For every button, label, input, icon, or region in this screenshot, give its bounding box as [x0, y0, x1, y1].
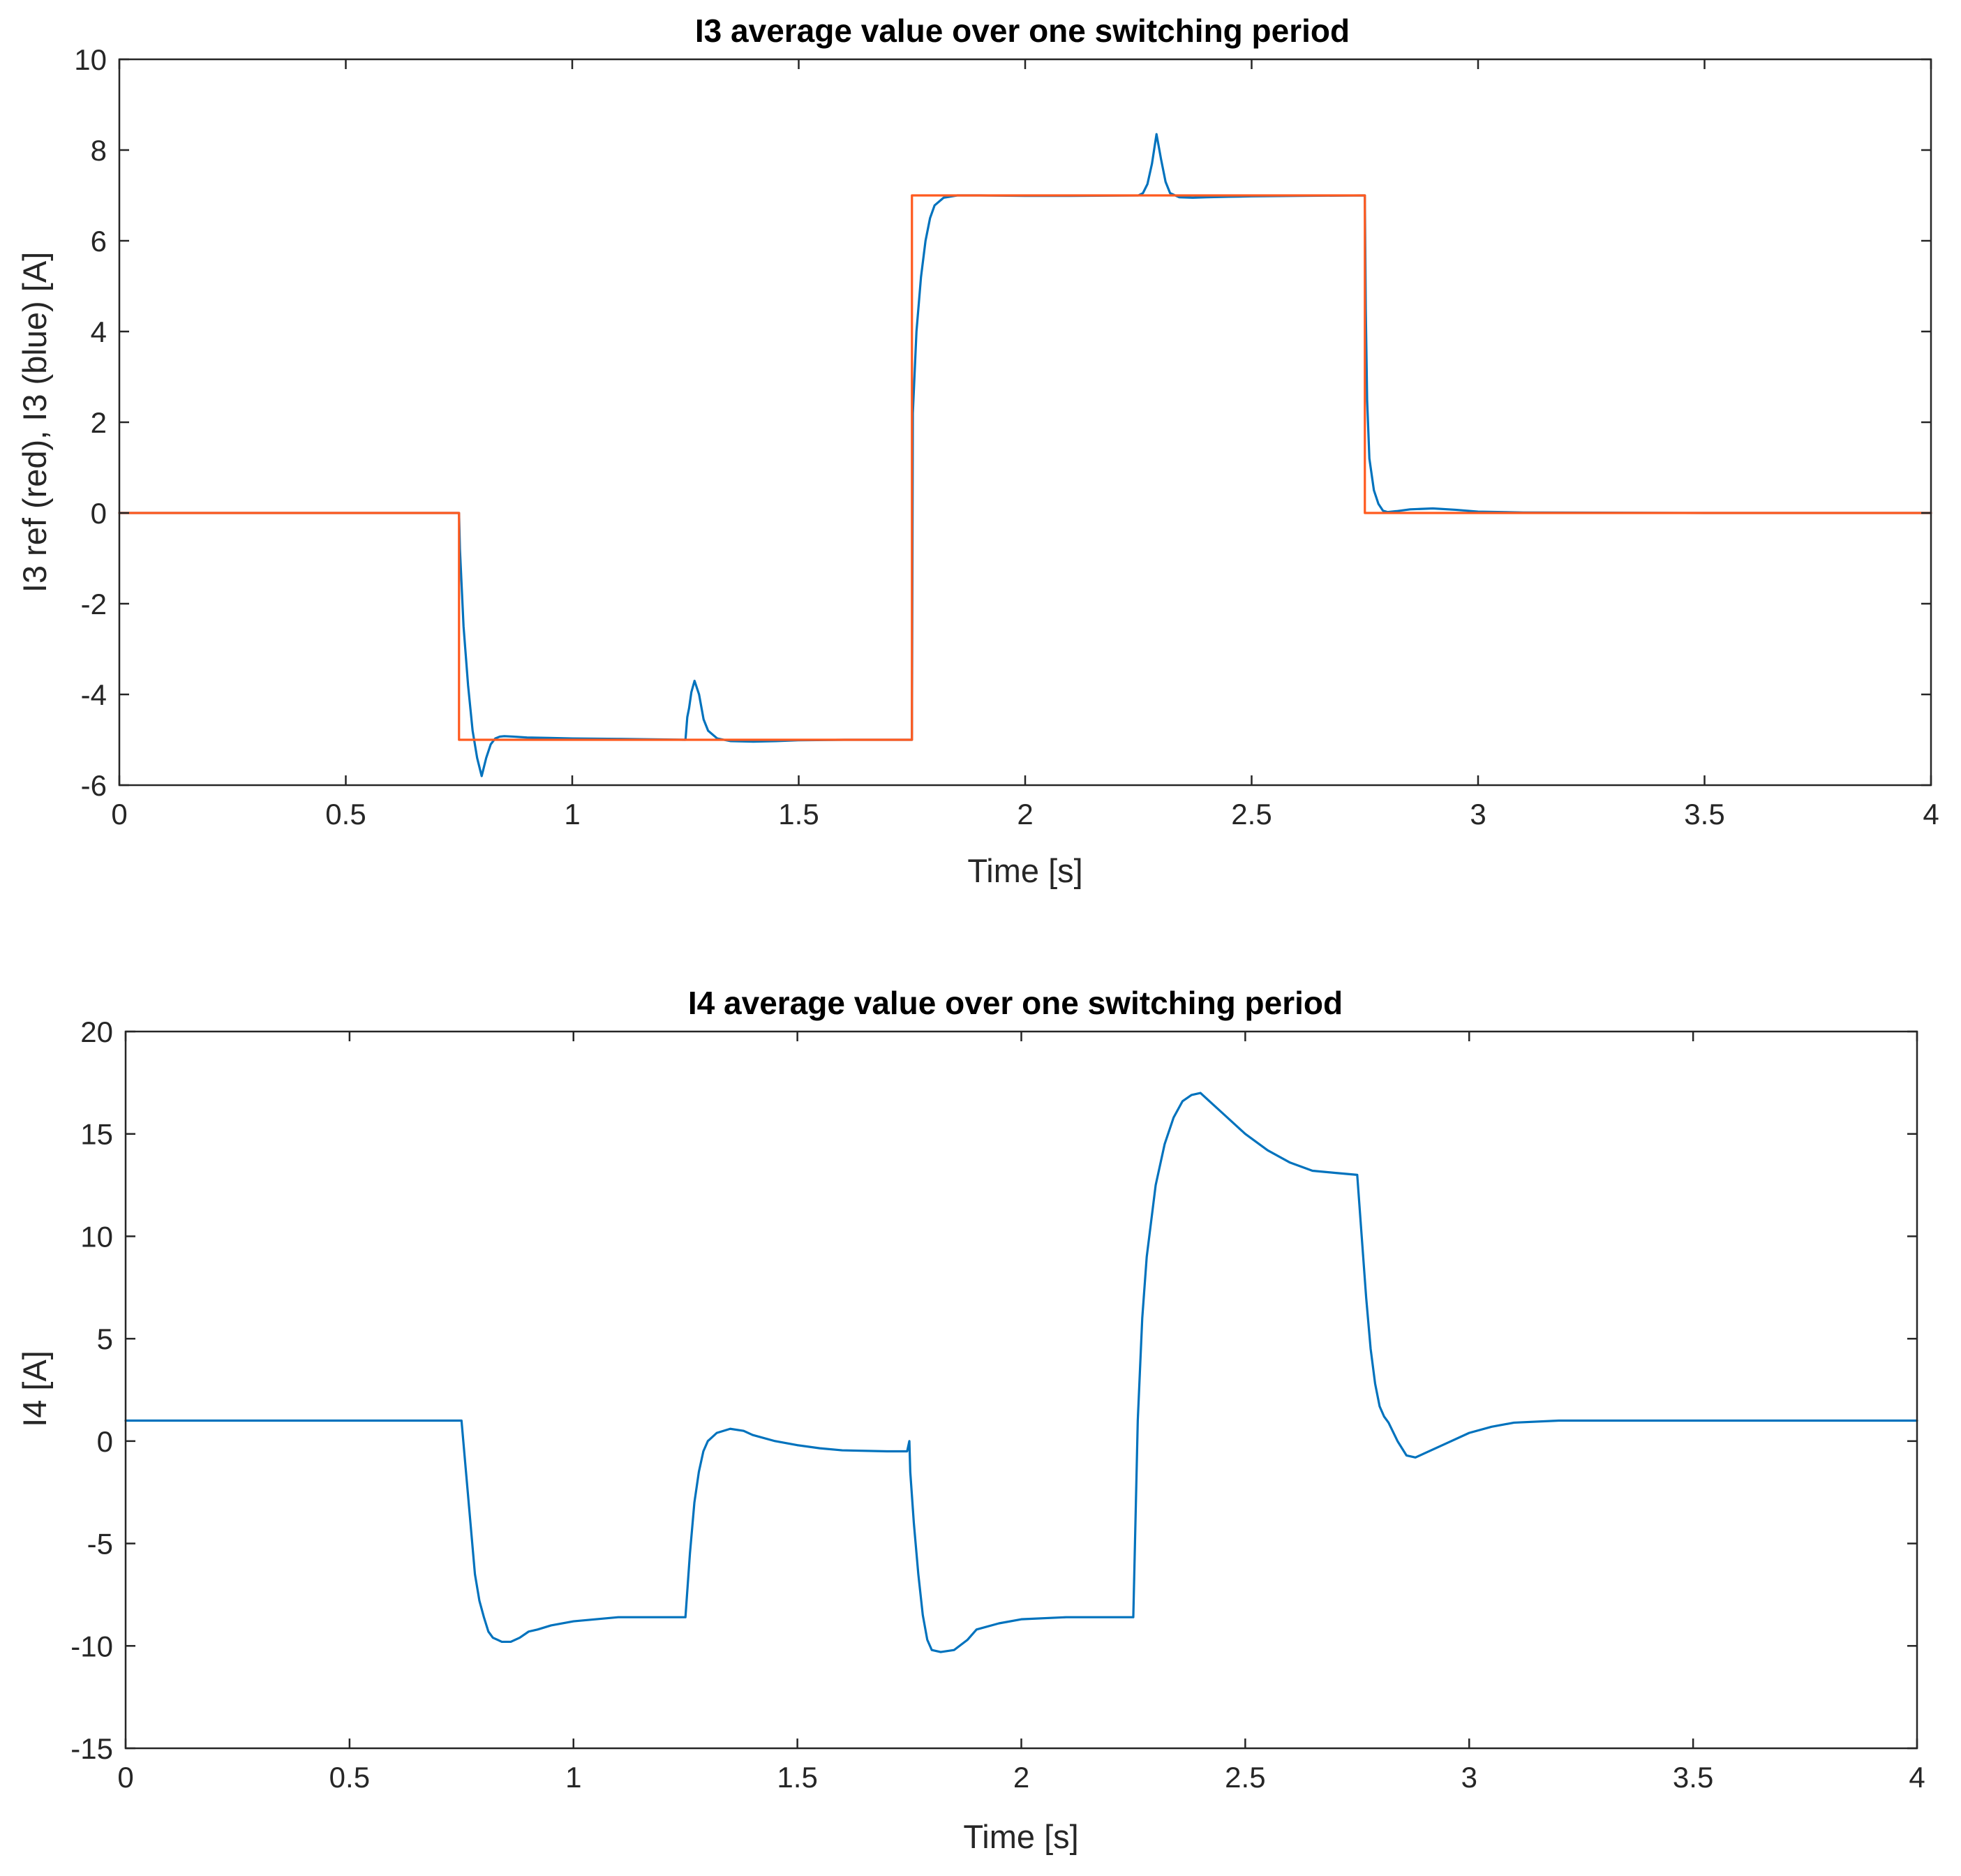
- chart-i3-x-tick-label: 3: [1470, 798, 1486, 831]
- chart-i3-y-axis-label: I3 ref (red), I3 (blue) [A]: [16, 252, 53, 593]
- chart-i4-x-tick-label: 1: [565, 1761, 581, 1794]
- chart-i4-x-tick-label: 1.5: [777, 1761, 817, 1794]
- chart-i4-y-tick-label: 5: [97, 1323, 113, 1355]
- chart-i4: I4 average value over one switching peri…: [16, 985, 1925, 1855]
- chart-i4-y-tick-label: -15: [70, 1732, 113, 1765]
- chart-i4-y-tick-label: -10: [70, 1630, 113, 1662]
- chart-i3-x-tick-label: 1.5: [778, 798, 819, 831]
- chart-i4-series-layer: [124, 1092, 1918, 1653]
- chart-i4-x-tick-label: 3.5: [1673, 1761, 1713, 1794]
- chart-i4-y-tick-label: -5: [87, 1528, 113, 1561]
- chart-i3-x-tick-label: 2.5: [1231, 798, 1272, 831]
- chart-i3-y-tick-label: 2: [91, 406, 107, 439]
- chart-i4-x-tick-label: 0.5: [329, 1761, 370, 1794]
- chart-i4-y-tick-label: 20: [80, 1015, 113, 1048]
- chart-i3-y-tick-label: 10: [74, 43, 107, 76]
- chart-i3-y-tick-label: -2: [81, 588, 107, 620]
- chart-i3-y-tick-label: 0: [91, 497, 107, 530]
- chart-i3-x-tick-label: 1: [564, 798, 580, 831]
- chart-i4-x-tick-label: 0: [117, 1761, 133, 1794]
- chart-i3-x-tick-label: 0.5: [325, 798, 366, 831]
- chart-i3-series-line-1: [118, 194, 1932, 741]
- chart-i3-y-tick-label: 6: [91, 225, 107, 258]
- chart-i3-x-ticks: 0 0.5 1 1.5 2 2.5 3 3.5 4: [111, 59, 1939, 831]
- chart-i3-x-tick-label: 0: [111, 798, 127, 831]
- chart-i4-y-axis-label: I4 [A]: [16, 1350, 53, 1427]
- chart-i4-y-tick-label: 15: [80, 1118, 113, 1151]
- chart-i3-x-axis-label: Time [s]: [967, 852, 1082, 889]
- chart-i4-x-tick-label: 2: [1013, 1761, 1029, 1794]
- chart-i4-y-tick-label: 0: [97, 1425, 113, 1458]
- chart-i3-y-tick-label: -4: [81, 678, 107, 711]
- chart-i3-y-tick-label: 8: [91, 134, 107, 167]
- chart-i3-y-tick-label: 4: [91, 315, 107, 348]
- chart-i4-x-tick-label: 3: [1461, 1761, 1477, 1794]
- chart-i3-series-layer: [118, 133, 1932, 777]
- chart-i3-x-tick-label: 4: [1923, 798, 1939, 831]
- chart-i3-y-ticks: -6 -4 -2 0 2 4 6 8 10: [74, 43, 1931, 802]
- chart-i4-x-tick-label: 4: [1909, 1761, 1925, 1794]
- chart-i4-y-ticks: -15 -10 -5 0 5 10 15 20: [70, 1015, 1917, 1765]
- chart-i4-x-axis-label: Time [s]: [963, 1818, 1078, 1855]
- chart-i3-x-tick-label: 2: [1017, 798, 1033, 831]
- chart-i4-y-tick-label: 10: [80, 1220, 113, 1253]
- chart-i3-y-tick-label: -6: [81, 769, 107, 802]
- chart-i3-series-line-0: [118, 133, 1932, 777]
- chart-i3-title: I3 average value over one switching peri…: [695, 13, 1350, 49]
- chart-i4-series-line-0: [124, 1092, 1918, 1653]
- chart-i4-x-tick-label: 2.5: [1225, 1761, 1265, 1794]
- chart-i4-title: I4 average value over one switching peri…: [688, 985, 1343, 1021]
- chart-i4-x-ticks: 0 0.5 1 1.5 2 2.5 3 3.5 4: [117, 1032, 1925, 1794]
- chart-i3: I3 average value over one switching peri…: [16, 13, 1939, 889]
- chart-i3-x-tick-label: 3.5: [1684, 798, 1724, 831]
